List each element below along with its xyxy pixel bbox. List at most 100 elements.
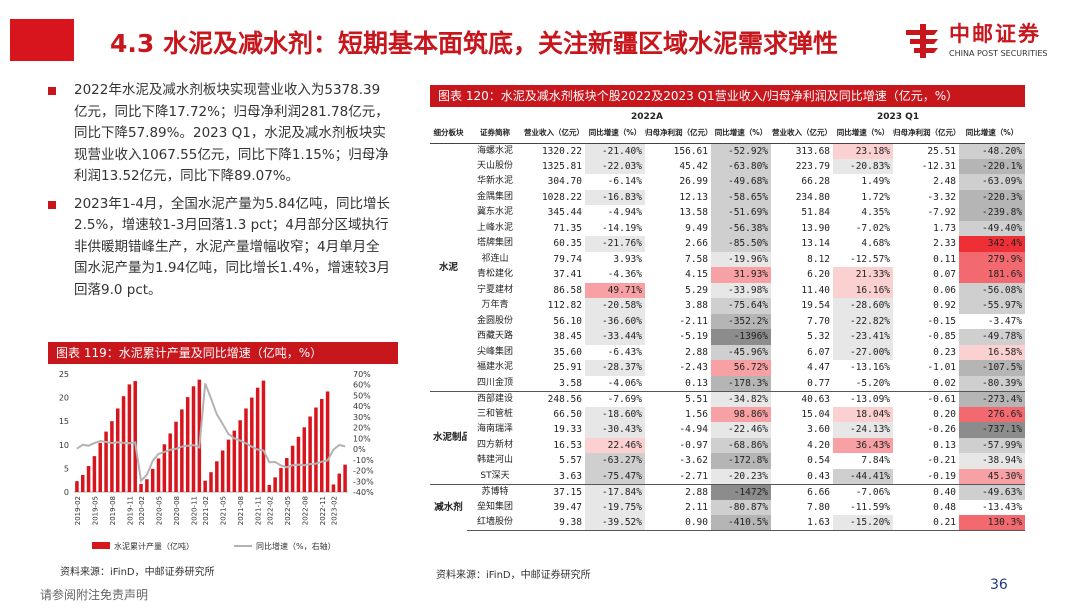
bar — [267, 484, 272, 492]
value-cell: -5.19 — [679, 331, 708, 343]
stock-name-cell: 冀东水泥 — [476, 207, 513, 218]
value-cell: 1.72% — [861, 191, 891, 203]
value-cell: 3.88 — [685, 300, 708, 312]
x-tick-label: 2021-11 — [255, 496, 263, 525]
value-cell: -12.31 — [921, 160, 957, 172]
value-cell: -4.94 — [679, 424, 708, 436]
y-right-tick-label: 10% — [353, 434, 371, 443]
value-cell: -63.27% — [585, 453, 645, 469]
value-cell: 6.20 — [807, 269, 831, 281]
value-cell: 5.57 — [559, 455, 582, 467]
value-cell: 0.92 — [933, 300, 957, 312]
y-right-tick-label: 20% — [353, 424, 371, 433]
x-tick-label: 2020-08 — [173, 496, 181, 525]
column-header: 证券简称 — [467, 123, 523, 144]
segment-cell: 水泥 — [438, 261, 458, 273]
value-cell: -15.20% — [833, 515, 894, 531]
bar — [343, 464, 347, 492]
value-cell: 45.42 — [679, 160, 708, 172]
value-cell: 0.23 — [933, 346, 957, 358]
value-cell: 3.60 — [807, 424, 831, 436]
value-cell: -3.32 — [927, 191, 957, 203]
period-header-2023q1: 2023 Q1 — [876, 111, 920, 122]
value-cell: 0.06 — [933, 284, 957, 296]
value-cell: 49.71% — [585, 282, 645, 298]
value-cell: -172.8% — [711, 453, 772, 469]
value-cell: 66.28 — [801, 176, 831, 188]
value-cell: -18.60% — [585, 406, 645, 422]
value-cell: -0.15 — [927, 315, 957, 327]
value-cell: -11.59% — [849, 501, 891, 513]
bar — [80, 475, 85, 492]
table-row: 四方新材 16.53 22.46% -0.97 -68.86% 4.20 36.43% 0.1… — [430, 437, 1026, 453]
bullet-square-icon — [48, 87, 56, 95]
value-cell: 23.18% — [833, 143, 894, 159]
value-cell: -20.23% — [711, 468, 772, 484]
value-cell: 130.3% — [959, 515, 1026, 531]
value-cell: -3.47% — [987, 315, 1023, 327]
value-cell: -7.69% — [585, 390, 645, 407]
value-cell: 13.90 — [801, 222, 831, 234]
value-cell: -737.1% — [959, 422, 1026, 438]
value-cell: 56.10 — [553, 315, 582, 327]
value-cell: -13.43% — [982, 501, 1023, 513]
column-header: 同比增速（%） — [959, 123, 1026, 144]
value-cell: 0.11 — [933, 253, 957, 265]
value-cell: 1.49% — [861, 176, 891, 188]
value-cell: 18.04% — [833, 406, 894, 422]
stock-name-cell: 尖峰集团 — [476, 346, 513, 357]
value-cell: -16.83% — [585, 189, 645, 205]
value-cell: -33.44% — [585, 329, 645, 345]
column-header: 同比增速（%） — [833, 123, 894, 144]
x-tick-label: 2021-05 — [220, 496, 228, 525]
chart-caption: 图表 119：水泥累计产量及同比增速（亿吨，%） — [48, 342, 398, 364]
x-tick-label: 2020-11 — [191, 496, 199, 525]
stock-name-cell: 宁夏建材 — [476, 284, 513, 295]
value-cell: -0.21 — [927, 455, 957, 467]
table-row: 四川金顶 3.58 -4.06% 0.13 -178.3% 0.77 -5.20% 0.02-… — [430, 375, 1026, 391]
value-cell: 0.07 — [933, 269, 957, 281]
value-cell: -19.75% — [585, 499, 645, 515]
value-cell: 342.4% — [959, 236, 1026, 252]
value-cell: -13.09% — [833, 390, 894, 407]
column-header: 同比增速（%） — [711, 123, 772, 144]
value-cell: 1.73 — [933, 222, 957, 234]
stock-name-cell: 上峰水泥 — [476, 222, 513, 233]
x-tick-label: 2022-05 — [284, 496, 292, 525]
value-cell: -1472% — [711, 483, 772, 500]
segment-cell: 减水剂 — [430, 483, 467, 531]
bar — [232, 430, 237, 492]
value-cell: -36.60% — [585, 313, 645, 329]
value-cell: 279.9% — [959, 251, 1026, 267]
value-cell: -13.16% — [849, 362, 891, 374]
value-cell: 7.58 — [685, 253, 708, 265]
stock-name-cell: 红墙股份 — [467, 515, 523, 531]
stock-name-cell: 天山股份 — [476, 160, 513, 171]
table-row: 韩建河山 5.57 -63.27% -3.62 -172.8% 0.54 7.84% -0.2… — [430, 453, 1026, 469]
y-left-tick-label: 5 — [64, 464, 69, 473]
value-cell: 7.80 — [807, 501, 831, 513]
value-cell: -33.98% — [711, 282, 772, 298]
value-cell: 5.29 — [685, 284, 708, 296]
value-cell: 36.43% — [833, 437, 894, 453]
value-cell: -49.78% — [959, 329, 1026, 345]
value-cell: 4.15 — [685, 269, 708, 281]
value-cell: 22.46% — [585, 437, 645, 453]
bullet-text: 2023年1-4月，全国水泥产量为5.84亿吨，同比增长2.5%，增速较1-3月… — [74, 195, 390, 298]
value-cell: 7.84% — [861, 455, 891, 467]
value-cell: 156.61 — [673, 145, 708, 157]
value-cell: -75.64% — [711, 298, 772, 314]
value-cell: 56.72% — [711, 360, 772, 376]
value-cell: 0.43 — [807, 470, 831, 482]
value-cell: 276.6% — [959, 406, 1026, 422]
value-cell: 2.88 — [645, 483, 711, 500]
stock-name-cell: 韩建河山 — [476, 455, 513, 466]
bar — [215, 461, 219, 492]
table-row: 万年青 112.82 -20.58% 3.88 -75.64% 19.54 -28.60% 0… — [430, 298, 1026, 314]
value-cell: -45.96% — [711, 344, 772, 360]
table-row: 红墙股份 9.38 -39.52% 0.90 -410.5% 1.63 -15.20% 0.2… — [430, 515, 1026, 531]
x-tick-label: 2021-02 — [202, 496, 210, 525]
bullet-text: 2022年水泥及减水剂板块实现营业收入为5378.39亿元，同比下降17.72%… — [74, 82, 389, 184]
y-left-tick-label: 25 — [59, 370, 69, 379]
column-header: 细分板块 — [430, 123, 467, 144]
